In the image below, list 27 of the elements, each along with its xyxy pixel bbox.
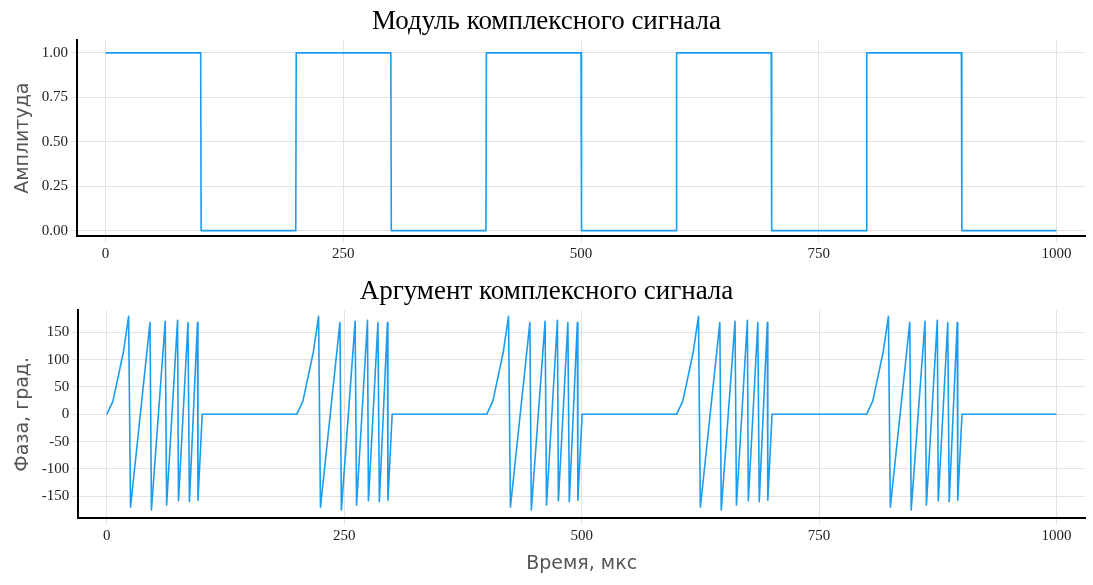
x-tick-label: 500 xyxy=(569,244,593,261)
chart-title: Модуль комплексного сигнала xyxy=(371,5,722,36)
x-tick-label: 0 xyxy=(103,527,111,544)
y-tick-label: 0.75 xyxy=(41,88,69,105)
y-tick-label: 0 xyxy=(61,405,70,422)
y-tick-label: 0.50 xyxy=(41,132,69,149)
x-tick-label: 1000 xyxy=(1041,527,1072,544)
x-tick-label: 0 xyxy=(101,244,110,261)
y-tick-label: 0.00 xyxy=(41,221,69,238)
x-tick-label: 250 xyxy=(332,244,355,261)
x-tick-label: 1000 xyxy=(1041,244,1072,261)
chart-title: Аргумент комплексного сигнала xyxy=(359,275,734,306)
y-axis-title: Фаза, град. xyxy=(10,356,33,472)
y-tick-label: -50 xyxy=(49,432,70,449)
y-tick-label: 50 xyxy=(54,377,70,394)
y-axis-title: Амплитуда xyxy=(10,82,33,194)
y-tick-label: 1.00 xyxy=(41,43,69,60)
x-tick-label: 250 xyxy=(332,527,356,544)
x-axis-title: Время, мкс xyxy=(526,550,638,573)
y-tick-label: -100 xyxy=(41,459,70,476)
y-tick-label: 150 xyxy=(46,323,70,340)
y-tick-label: 0.25 xyxy=(41,177,69,194)
x-tick-label: 750 xyxy=(807,527,831,544)
y-tick-label: -150 xyxy=(41,487,70,504)
x-tick-label: 500 xyxy=(570,527,593,544)
x-tick-label: 750 xyxy=(807,244,830,261)
y-tick-label: 100 xyxy=(46,350,70,367)
